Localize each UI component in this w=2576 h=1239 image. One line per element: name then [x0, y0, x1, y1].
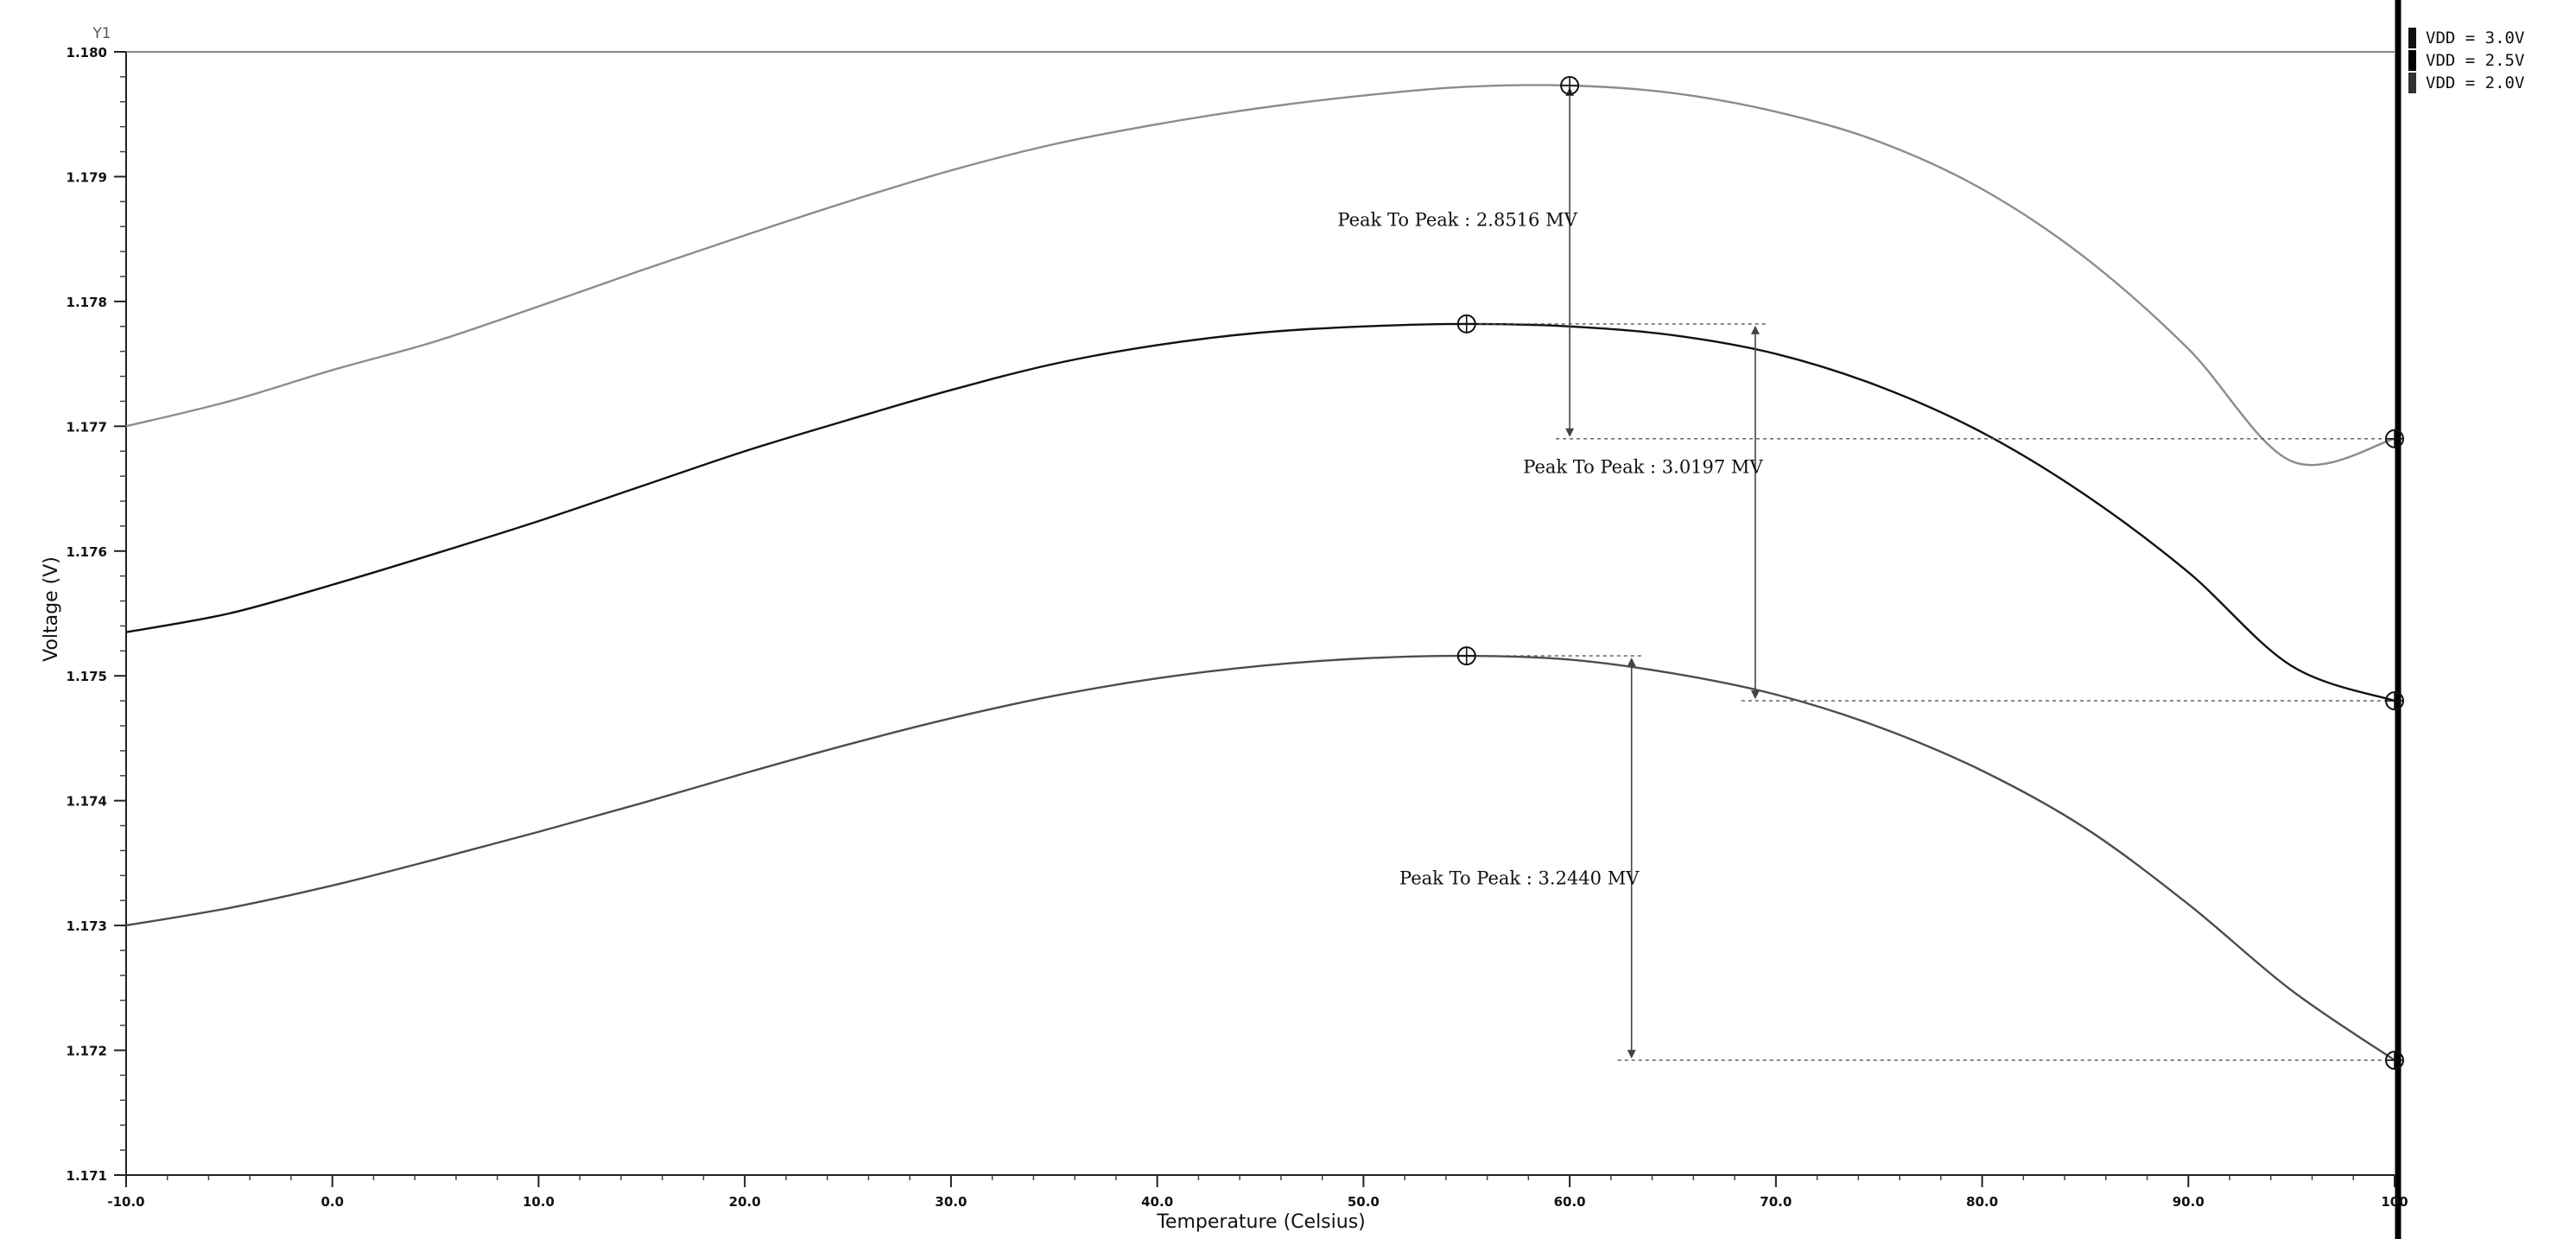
- annotations: Peak To Peak : 2.8516 MV Peak To Peak : 3…: [1337, 87, 2389, 1061]
- legend-swatch: [2408, 73, 2416, 93]
- x-tick-label: 40.0: [1141, 1194, 1173, 1210]
- ticks: -10.0 0.0 10.0 20.0 30.0 40.0 50.0 60.0 70.0 80.0…: [67, 45, 2408, 1210]
- x-tick-label: 90.0: [2173, 1194, 2205, 1210]
- x-tick-label: 70.0: [1760, 1194, 1792, 1210]
- series-line-3: [125, 654, 2395, 1062]
- x-tick-label: 0.0: [320, 1194, 344, 1210]
- legend-entry: VDD = 2.5V: [2426, 51, 2524, 70]
- x-axis-title: Temperature (Celsius): [1156, 1211, 1366, 1233]
- legend-swatch: [2408, 28, 2416, 48]
- y-axis-title: Voltage (V): [41, 556, 62, 662]
- y-tick-label: 1.172: [67, 1044, 107, 1059]
- y-tick-label: 1.175: [67, 669, 107, 684]
- markers: [1456, 76, 2404, 1071]
- peak-to-peak-label: Peak To Peak : 3.0197 MV: [1523, 457, 1763, 478]
- legend: VDD = 3.0V VDD = 2.5V VDD = 2.0V: [2408, 28, 2524, 93]
- legend-entry: VDD = 2.0V: [2426, 73, 2524, 92]
- y-tick-label: 1.174: [67, 794, 107, 810]
- y-tick-label: 1.178: [67, 295, 107, 310]
- x-tick-label: 30.0: [935, 1194, 967, 1210]
- y-tick-label: 1.180: [67, 45, 107, 60]
- series-line-1: [125, 84, 2395, 467]
- x-tick-label: 60.0: [1554, 1194, 1586, 1210]
- series-lines: [125, 84, 2395, 1062]
- peak-to-peak-label: Peak To Peak : 3.2440 MV: [1399, 868, 1640, 889]
- arrow-head-up: [1627, 658, 1636, 667]
- x-tick-label: 50.0: [1348, 1194, 1380, 1210]
- peak-to-peak-label: Peak To Peak : 2.8516 MV: [1337, 209, 1577, 230]
- x-tick-label: 20.0: [729, 1194, 761, 1210]
- arrow-head-down: [1565, 428, 1575, 437]
- legend-swatch: [2408, 50, 2416, 71]
- arrow-head-down: [1627, 1050, 1636, 1059]
- y-axis-name: Y1: [92, 25, 111, 42]
- x-tick-label: 10.0: [523, 1194, 555, 1210]
- series-line-2: [125, 322, 2395, 702]
- x-tick-label: 100: [2381, 1194, 2408, 1210]
- y-tick-label: 1.176: [67, 544, 107, 560]
- y-tick-label: 1.173: [67, 918, 107, 934]
- x-tick-label: 80.0: [1966, 1194, 1998, 1210]
- axes: [125, 0, 2402, 1239]
- y-tick-label: 1.179: [67, 169, 107, 185]
- legend-entry: VDD = 3.0V: [2426, 29, 2524, 48]
- x-tick-label: -10.0: [107, 1194, 144, 1210]
- arrow-head-up: [1750, 325, 1760, 334]
- arrow-head-down: [1750, 690, 1760, 700]
- y-tick-label: 1.171: [67, 1168, 107, 1184]
- y-tick-label: 1.177: [67, 419, 107, 435]
